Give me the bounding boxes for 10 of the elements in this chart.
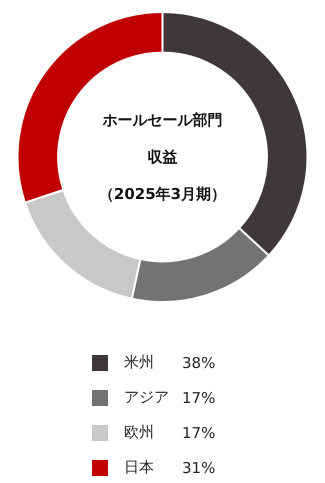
legend-label: アジア bbox=[124, 388, 170, 407]
text: （2025年3月期） bbox=[98, 184, 226, 205]
chart-title: ホールセール部門収益 bbox=[102, 111, 222, 166]
data-label: 38% bbox=[182, 354, 216, 372]
legend-label: 日本 bbox=[124, 458, 155, 477]
legend-label: 欧州 bbox=[124, 423, 155, 442]
legend-label: 米州 bbox=[124, 353, 155, 372]
data-label: 17% bbox=[182, 388, 216, 406]
data-label: 31% bbox=[182, 458, 216, 476]
data-label: 17% bbox=[182, 424, 216, 442]
